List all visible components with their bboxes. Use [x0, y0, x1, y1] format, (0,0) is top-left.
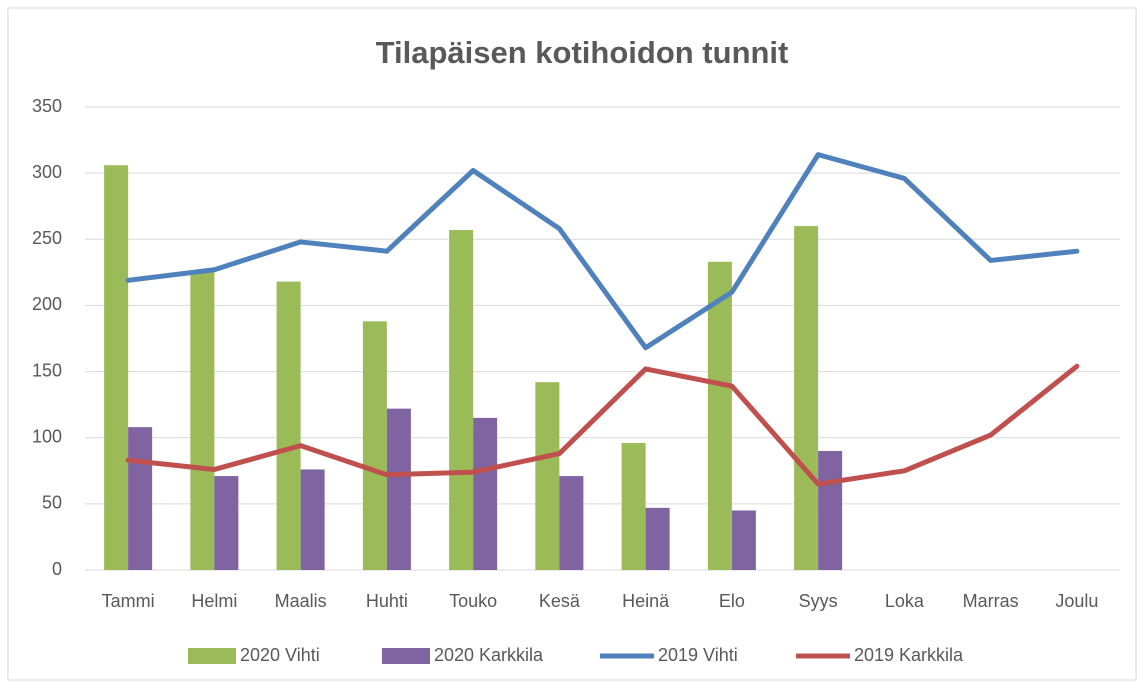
- x-tick-label: Maalis: [275, 591, 327, 611]
- legend-label: 2020 Karkkila: [434, 645, 544, 665]
- legend-label: 2019 Karkkila: [854, 645, 964, 665]
- line: [125, 152, 1080, 351]
- bar: [794, 226, 819, 571]
- bar: [386, 408, 411, 570]
- x-tick-label: Syys: [799, 591, 838, 611]
- x-tick-label: Tammi: [102, 591, 155, 611]
- chart-frame: [7, 7, 1137, 681]
- x-tick-label: Huhti: [366, 591, 408, 611]
- bar: [214, 476, 239, 570]
- bar: [276, 281, 301, 570]
- y-tick-label: 200: [32, 294, 62, 314]
- bar: [559, 476, 584, 570]
- bar: [707, 261, 732, 570]
- x-tick-label: Kesä: [539, 591, 581, 611]
- y-tick-label: 150: [32, 360, 62, 380]
- bar: [473, 417, 498, 570]
- bar: [449, 230, 474, 571]
- bar: [645, 507, 670, 570]
- x-tick-label: Marras: [963, 591, 1019, 611]
- x-tick-label: Helmi: [191, 591, 237, 611]
- bar: [128, 427, 153, 570]
- x-tick-label: Touko: [449, 591, 497, 611]
- legend-swatch: [382, 648, 430, 664]
- legend-label: 2019 Vihti: [658, 645, 738, 665]
- bar: [190, 272, 215, 570]
- y-tick-label: 0: [52, 559, 62, 579]
- bar: [818, 450, 843, 570]
- y-tick-label: 50: [42, 493, 62, 513]
- chart-title: Tilapäisen kotihoidon tunnit: [376, 35, 789, 70]
- y-tick-label: 100: [32, 426, 62, 446]
- legend-swatch: [188, 648, 236, 664]
- y-tick-label: 350: [32, 96, 62, 116]
- y-tick-label: 300: [32, 162, 62, 182]
- x-tick-label: Elo: [719, 591, 745, 611]
- x-tick-label: Heinä: [622, 591, 670, 611]
- bar: [362, 321, 387, 570]
- x-tick-label: Joulu: [1055, 591, 1098, 611]
- line: [125, 363, 1080, 487]
- legend-label: 2020 Vihti: [240, 645, 320, 665]
- x-tick-label: Loka: [885, 591, 925, 611]
- bar: [535, 382, 560, 570]
- bar: [731, 510, 756, 570]
- bar: [104, 165, 129, 570]
- y-tick-label: 250: [32, 228, 62, 248]
- bar: [621, 443, 646, 570]
- bar: [300, 469, 325, 570]
